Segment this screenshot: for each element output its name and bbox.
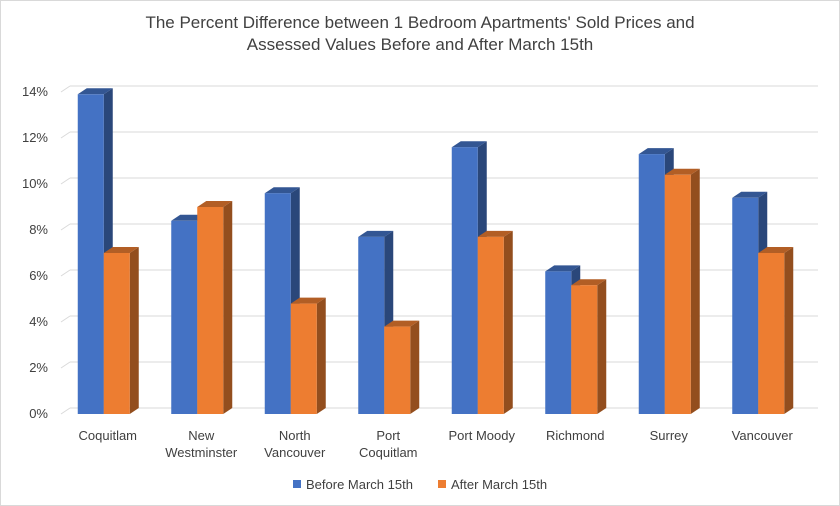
bar-front-face (638, 154, 665, 414)
gridline-depth (60, 315, 71, 323)
bar-side-face (223, 201, 233, 414)
bar-front-face (384, 326, 411, 414)
bar-top-face (264, 187, 300, 194)
y-tick-label: 2% (29, 360, 48, 375)
chart-title-line: Assessed Values Before and After March 1… (247, 35, 594, 54)
y-tick-label: 8% (29, 222, 48, 237)
gridline-depth (60, 269, 71, 277)
bar-top-face (384, 320, 420, 327)
bar-front-face (290, 303, 317, 414)
bar-front-face (171, 220, 198, 414)
legend-swatch (438, 480, 446, 488)
gridline-depth (60, 361, 71, 369)
y-tick-label: 6% (29, 268, 48, 283)
bar-front-face (103, 253, 130, 414)
bar-front-face (197, 207, 224, 414)
y-tick-label: 14% (22, 84, 48, 99)
legend-item: Before March 15th (293, 477, 413, 492)
legend-item: After March 15th (438, 477, 547, 492)
x-tick-label: Surrey (650, 428, 689, 443)
chart-title-line: The Percent Difference between 1 Bedroom… (145, 13, 694, 32)
bar-top-face (545, 265, 581, 272)
bar-top-face (571, 279, 607, 286)
gridline-depth (60, 85, 71, 93)
bar-side-face (410, 320, 420, 414)
bar-side-face (129, 247, 139, 414)
x-tick-label: Richmond (546, 428, 605, 443)
bar-front-face (77, 94, 104, 415)
x-tick-label: Vancouver (732, 428, 794, 443)
bar-top-face (664, 168, 700, 175)
gridline-depth (60, 223, 71, 231)
chart-title: The Percent Difference between 1 Bedroom… (145, 13, 694, 54)
gridline-depth (60, 407, 71, 415)
bar-after-new-westminster (197, 201, 233, 414)
legend-swatch (293, 480, 301, 488)
x-axis-labels: Coquitlam New Westminster North Vancouver Por… (78, 428, 793, 460)
bar-top-face (77, 88, 113, 95)
x-tick-label: Coquitlam (359, 445, 418, 460)
bar-top-face (197, 201, 233, 207)
bars (77, 88, 794, 415)
bar-after-richmond (571, 279, 607, 414)
bar-after-surrey (664, 168, 700, 414)
bar-after-port-moody (477, 230, 513, 414)
y-axis-ticks: 0% 2% 4% 6% 8% 10% 12% 14% (22, 84, 48, 421)
bar-side-face (503, 230, 513, 414)
x-tick-label: New (188, 428, 215, 443)
x-tick-label: Coquitlam (78, 428, 137, 443)
bar-top-face (290, 297, 326, 304)
legend: Before March 15th After March 15th (293, 477, 547, 492)
bar-front-face (358, 236, 385, 414)
bar-top-face (451, 141, 487, 148)
gridline-depth (60, 177, 71, 185)
bar-side-face (316, 297, 326, 414)
bar-top-face (477, 230, 513, 237)
x-tick-label: Westminster (165, 445, 238, 460)
bar-top-face (758, 247, 794, 253)
bar-front-face (477, 236, 504, 414)
bar-after-port-coquitlam (384, 320, 420, 414)
bar-after-north-vancouver (290, 297, 326, 414)
bar-front-face (264, 193, 291, 414)
bar-top-face (638, 148, 674, 155)
bar-side-face (690, 168, 700, 414)
bar-front-face (664, 174, 691, 414)
bar-side-face (597, 279, 607, 414)
legend-label: After March 15th (451, 477, 547, 492)
x-tick-label: Vancouver (264, 445, 326, 460)
bar-top-face (103, 247, 139, 253)
bar-side-face (784, 247, 794, 414)
x-tick-label: North (279, 428, 311, 443)
legend-label: Before March 15th (306, 477, 413, 492)
bar-after-coquitlam (103, 247, 139, 414)
y-tick-label: 12% (22, 130, 48, 145)
x-tick-label: Port (376, 428, 400, 443)
bar-front-face (571, 285, 598, 414)
y-tick-label: 4% (29, 314, 48, 329)
x-tick-label: Port Moody (449, 428, 516, 443)
bar-front-face (451, 147, 478, 414)
y-tick-label: 10% (22, 176, 48, 191)
bar-top-face (358, 230, 394, 237)
gridline-depth (60, 131, 71, 139)
bar-after-vancouver (758, 247, 794, 414)
y-tick-label: 0% (29, 406, 48, 421)
bar-front-face (545, 271, 572, 414)
bar-front-face (732, 197, 759, 414)
bar-top-face (732, 191, 768, 198)
bar-front-face (758, 253, 785, 414)
